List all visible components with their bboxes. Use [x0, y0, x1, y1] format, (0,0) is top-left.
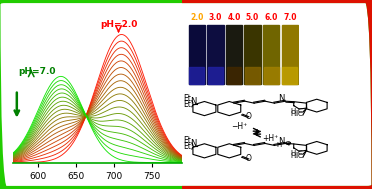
Bar	[207, 25, 224, 84]
Text: Et: Et	[183, 100, 191, 109]
Text: Et: Et	[183, 136, 191, 145]
Bar	[264, 67, 279, 84]
Text: 6.0: 6.0	[264, 13, 278, 22]
Text: +: +	[285, 141, 291, 147]
X-axis label: Emission (nm): Emission (nm)	[56, 186, 140, 189]
Bar	[244, 25, 261, 84]
Text: O: O	[245, 112, 251, 121]
Text: N: N	[278, 94, 285, 104]
Bar	[208, 67, 223, 84]
Text: 2.0: 2.0	[190, 13, 203, 22]
Text: 3.0: 3.0	[209, 13, 222, 22]
Text: N: N	[190, 139, 196, 148]
Bar	[226, 25, 242, 84]
Bar	[189, 67, 204, 84]
Text: H₃C: H₃C	[290, 108, 303, 114]
Text: Et: Et	[183, 142, 191, 151]
Text: 5.0: 5.0	[246, 13, 259, 22]
Bar	[189, 25, 205, 84]
Text: +H⁺: +H⁺	[263, 134, 279, 143]
Text: Et: Et	[183, 94, 191, 103]
Text: −H⁺: −H⁺	[231, 122, 247, 131]
Text: 4.0: 4.0	[227, 13, 241, 22]
Text: O: O	[245, 154, 251, 163]
Text: N: N	[278, 137, 285, 146]
Text: H₃C: H₃C	[290, 150, 303, 156]
Text: N: N	[190, 97, 196, 106]
Bar	[227, 67, 241, 84]
Text: pH=7.0: pH=7.0	[18, 67, 55, 76]
Bar	[245, 67, 260, 84]
Text: 7.0: 7.0	[283, 13, 296, 22]
Bar	[263, 25, 279, 84]
Text: H₃C: H₃C	[290, 153, 303, 159]
Text: H₃C: H₃C	[290, 111, 303, 117]
Bar	[282, 25, 298, 84]
Bar	[282, 67, 297, 84]
Text: H: H	[276, 142, 282, 148]
Text: pH=2.0: pH=2.0	[100, 20, 137, 29]
